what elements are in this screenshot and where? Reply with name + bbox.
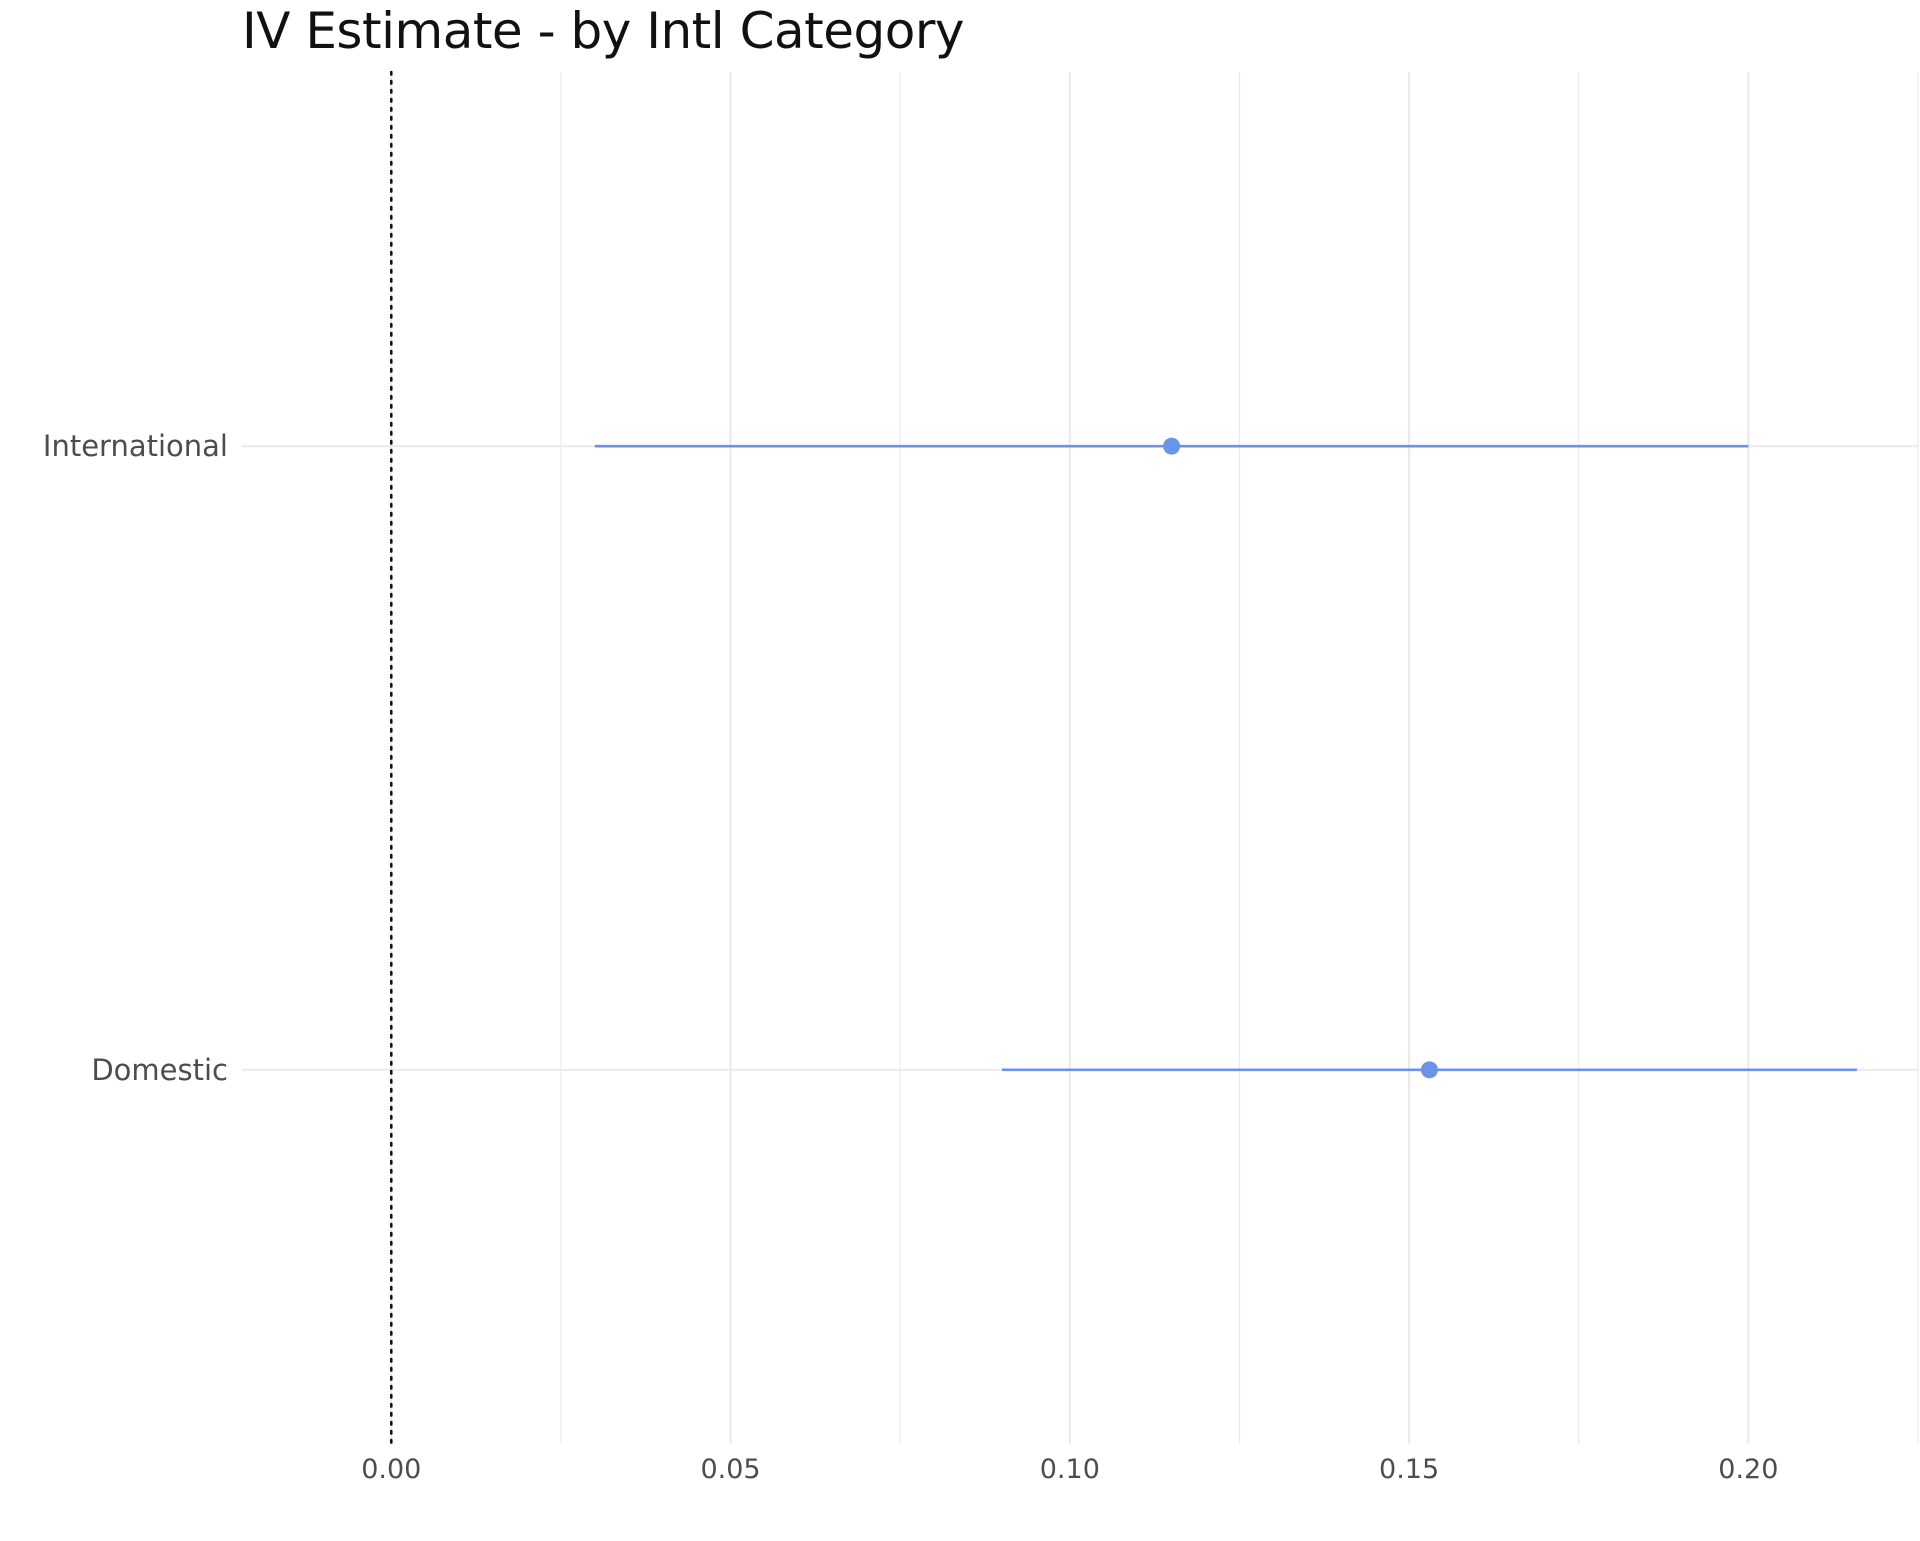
grid: [242, 72, 1919, 1444]
y-tick-label: Domestic: [91, 1053, 228, 1087]
y-tick-label: International: [43, 429, 228, 463]
x-axis-ticks: 0.00 0.05 0.10 0.15 0.20: [361, 1454, 1778, 1485]
point-estimate: [1420, 1061, 1438, 1079]
x-tick-label: 0.10: [1040, 1454, 1100, 1485]
x-tick-label: 0.05: [700, 1454, 760, 1485]
y-axis-ticks: International Domestic: [43, 429, 228, 1087]
series: [594, 437, 1857, 1079]
x-tick-label: 0.15: [1379, 1454, 1439, 1485]
x-tick-label: 0.20: [1718, 1454, 1778, 1485]
chart-title: IV Estimate - by Intl Category: [242, 2, 964, 60]
point-estimate: [1163, 437, 1181, 455]
x-tick-label: 0.00: [361, 1454, 421, 1485]
